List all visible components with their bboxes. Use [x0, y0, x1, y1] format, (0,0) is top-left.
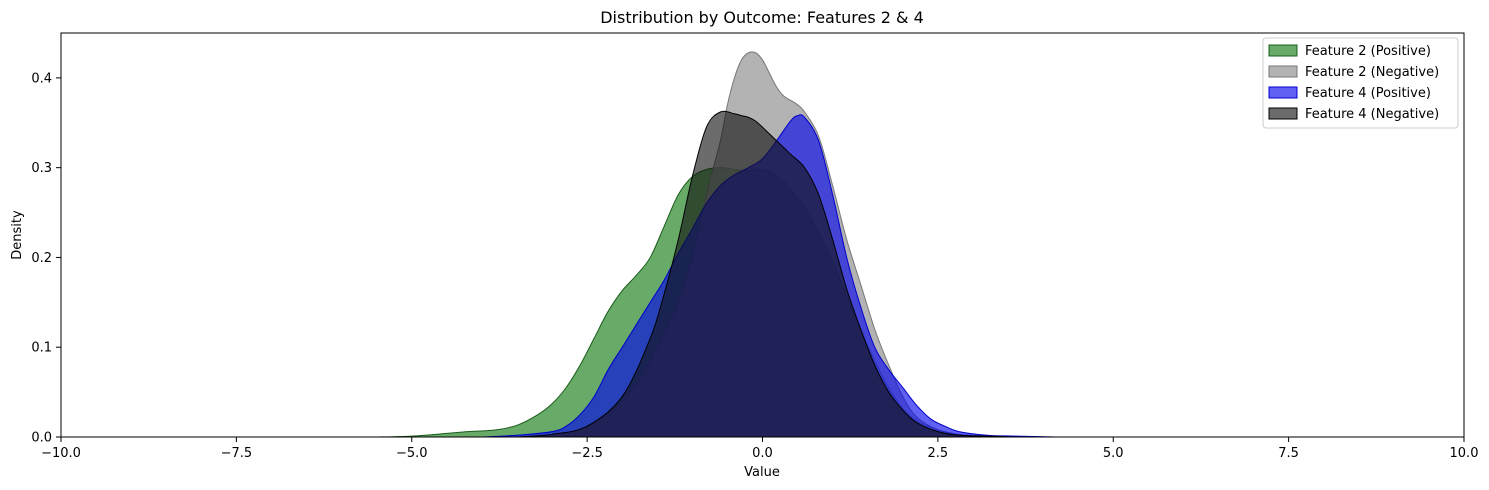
legend-label: Feature 4 (Positive)	[1305, 86, 1431, 101]
x-tick-label: 0.0	[752, 446, 773, 461]
y-tick-label: 0.1	[31, 341, 52, 356]
legend-swatch	[1268, 65, 1298, 78]
x-axis: −10.0 −7.5 −5.0 −2.5 0.0 2.5 5.0 7.5 10.0	[41, 437, 1478, 461]
y-tick-label: 0.4	[31, 71, 52, 86]
x-tick-label: −10.0	[41, 446, 81, 461]
legend-swatch	[1268, 86, 1298, 99]
legend-swatch	[1268, 107, 1298, 120]
x-tick-label: −2.5	[571, 446, 603, 461]
legend-label: Feature 4 (Negative)	[1305, 107, 1439, 122]
x-tick-label: −7.5	[221, 446, 253, 461]
y-tick-label: 0.2	[31, 251, 52, 266]
x-tick-label: 10.0	[1450, 446, 1479, 461]
legend: Feature 2 (Positive) Feature 2 (Negative)…	[1262, 37, 1459, 129]
legend-swatch	[1268, 44, 1298, 57]
plot-area	[376, 51, 1058, 438]
y-tick-label: 0.3	[31, 161, 52, 176]
legend-label: Feature 2 (Positive)	[1305, 44, 1431, 59]
y-axis-label: Density	[10, 210, 25, 260]
y-axis: 0.0 0.1 0.2 0.3 0.4	[31, 71, 61, 446]
y-tick-label: 0.0	[31, 431, 52, 446]
series-area-4	[516, 111, 1016, 438]
legend-label: Feature 2 (Negative)	[1305, 65, 1439, 80]
x-tick-label: −5.0	[396, 446, 428, 461]
x-tick-label: 2.5	[928, 446, 949, 461]
chart-title: Distribution by Outcome: Features 2 & 4	[600, 8, 924, 27]
legend-box	[1262, 37, 1459, 129]
series-line-4	[516, 110, 1016, 438]
x-tick-label: 7.5	[1278, 446, 1299, 461]
x-axis-label: Value	[744, 465, 780, 480]
x-tick-label: 5.0	[1103, 446, 1124, 461]
